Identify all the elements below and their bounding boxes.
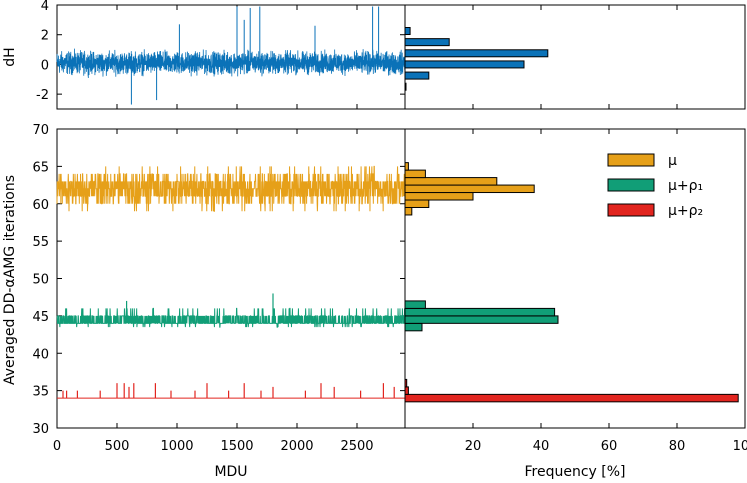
x-tick-label: 500 (105, 439, 130, 454)
legend-swatch (607, 153, 655, 167)
iteration-hist-bar (404, 169, 426, 179)
iteration-hist-bar (404, 192, 474, 201)
legend-swatch (607, 178, 655, 192)
iteration-trace (56, 165, 406, 212)
legend-swatch (607, 203, 655, 217)
iteration-hist-bar (404, 393, 739, 403)
dh-series (56, 6, 406, 105)
iteration-hist-bar (404, 206, 413, 216)
bottom-left-panel: 30 35 40 45 50 55 60 65 70 0 500 1000 1500 2000 2500 A… (2, 123, 406, 480)
dh-histogram (404, 5, 678, 109)
x-tick-label: 80 (669, 439, 686, 454)
legend-label: μ (668, 153, 677, 169)
x-tick-label: 2500 (340, 439, 373, 454)
bottom-left-ticks: 30 35 40 45 50 55 60 65 70 0 500 1000 1500 2000 2500 (32, 123, 405, 454)
y-tick-label: 40 (32, 347, 49, 362)
y-tick-label: 70 (32, 123, 49, 138)
x-tick-label: 0 (53, 439, 61, 454)
x-tick-label: 20 (465, 439, 482, 454)
y-tick-label: 30 (32, 422, 49, 437)
iteration-hist-bar (404, 300, 426, 309)
x-tick-label: 60 (601, 439, 618, 454)
bottom-left-ylabel: Averaged DD-αAMG iterations (2, 175, 18, 385)
bottom-right-xlabel: Frequency [%] (524, 464, 625, 480)
dh-hist-bar (404, 71, 430, 80)
bottom-right-frame (404, 128, 746, 429)
y-tick-label: 55 (32, 235, 49, 250)
bottom-right-x-ticks: 20 40 60 80 100 (465, 129, 747, 454)
dh-hist-bar (404, 38, 450, 47)
y-tick-label: 4 (41, 0, 49, 14)
iteration-hist-bar (404, 184, 535, 194)
top-left-panel: -2 0 2 4 dH (2, 0, 406, 110)
iteration-hist-bar (404, 386, 409, 395)
dh-trace (56, 48, 406, 79)
legend-label: μ+ρ₁ (668, 178, 703, 194)
legend-label: μ+ρ₂ (668, 203, 703, 219)
iteration-hist-bar (404, 378, 408, 388)
dh-hist-bar (404, 27, 411, 35)
y-tick-label: 60 (32, 198, 49, 213)
iteration-histogram (404, 162, 739, 403)
iteration-hist-bar (404, 162, 409, 171)
iteration-series (56, 165, 406, 399)
y-tick-label: 45 (32, 310, 49, 325)
iteration-hist-bar (404, 199, 430, 208)
iteration-hist-bar (404, 315, 559, 324)
iteration-trace (56, 307, 406, 328)
y-tick-label: -2 (36, 88, 49, 103)
iteration-hist-bar (404, 177, 498, 186)
dh-hist-bar (404, 60, 525, 69)
iteration-hist-bar (404, 322, 423, 332)
x-tick-label: 40 (533, 439, 550, 454)
y-tick-label: 50 (32, 273, 49, 288)
x-tick-label: 1000 (160, 439, 193, 454)
y-tick-label: 35 (32, 385, 49, 400)
bottom-right-panel: 20 40 60 80 100 Frequency [%] μ μ+ρ₁ μ+ρ₂ (404, 128, 747, 480)
y-tick-label: 65 (32, 160, 49, 175)
y-tick-label: 2 (41, 29, 49, 44)
top-left-ylabel: dH (2, 47, 18, 66)
bottom-left-xlabel: MDU (214, 464, 247, 480)
x-tick-label: 100 (733, 439, 747, 454)
x-tick-label: 1500 (220, 439, 253, 454)
iteration-hist-bar (404, 307, 556, 317)
dh-hist-bar (404, 49, 549, 58)
dh-hist-bar (404, 82, 407, 91)
y-tick-label: 0 (41, 58, 49, 73)
x-tick-label: 2000 (280, 439, 313, 454)
legend: μ μ+ρ₁ μ+ρ₂ (607, 153, 703, 219)
top-right-panel (404, 4, 746, 110)
